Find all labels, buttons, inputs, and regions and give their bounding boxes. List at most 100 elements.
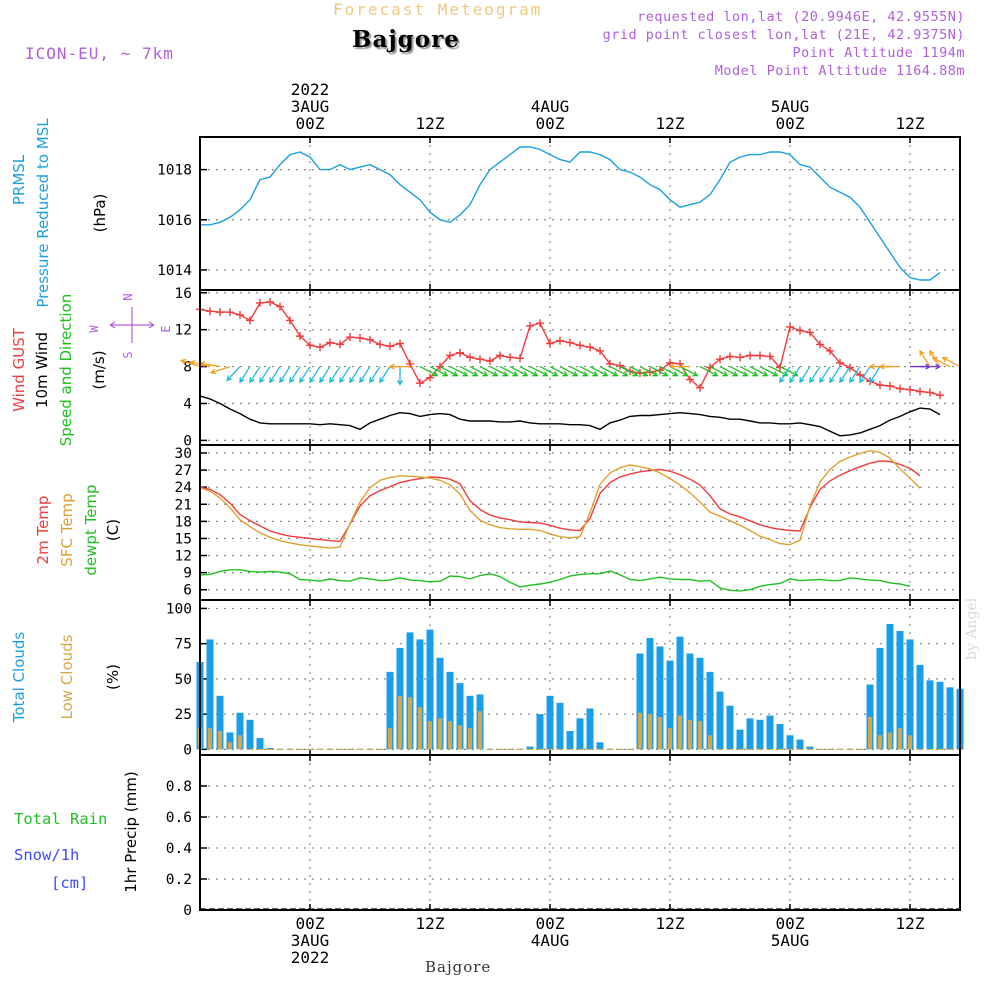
cloud-bar-zero bbox=[366, 748, 374, 750]
series-line-prmsl bbox=[200, 146, 941, 281]
wind-direction-arrow bbox=[719, 366, 739, 377]
wind-arrow-head bbox=[772, 371, 779, 377]
wind-direction-arrow bbox=[329, 366, 341, 384]
y-tick-label: 0.2 bbox=[166, 872, 192, 888]
wind-direction-arrow bbox=[679, 366, 699, 377]
panel-axis-label: (%) bbox=[104, 664, 122, 690]
wind-arrow-shaft bbox=[789, 366, 801, 383]
wind-direction-arrow bbox=[519, 366, 539, 377]
wind-arrow-head bbox=[512, 371, 519, 377]
panel-frame bbox=[199, 136, 961, 291]
total-cloud-bar bbox=[446, 671, 454, 750]
wind-arrow-shaft bbox=[181, 359, 201, 368]
wind-arrow-head bbox=[602, 371, 609, 377]
cloud-bar-zero bbox=[506, 748, 514, 750]
y-tick-label: 30 bbox=[175, 446, 192, 462]
wind-direction-arrow bbox=[799, 366, 811, 384]
wind-direction-arrow bbox=[489, 366, 509, 377]
cloud-bar-zero bbox=[596, 748, 604, 750]
y-tick-label: 0.4 bbox=[166, 841, 192, 857]
cloud-bar-zero bbox=[496, 748, 504, 750]
total-cloud-bar bbox=[386, 671, 394, 750]
bottom-time-tick-label: 2022 bbox=[291, 948, 330, 967]
total-cloud-bar bbox=[656, 646, 664, 750]
wind-direction-arrow bbox=[226, 366, 241, 382]
wind-arrow-head bbox=[397, 379, 403, 386]
wind-direction-arrow bbox=[459, 366, 479, 377]
wind-arrow-head bbox=[552, 371, 559, 377]
wind-arrow-shaft bbox=[200, 362, 221, 368]
requested-coords: requested lon,lat (20.9946E, 42.9555N) bbox=[637, 9, 965, 25]
gust-marker bbox=[346, 333, 354, 342]
wind-arrow-head bbox=[442, 371, 449, 377]
cloud-bar-zero bbox=[916, 748, 924, 750]
cloud-bar-zero bbox=[566, 748, 574, 750]
gust-marker bbox=[226, 308, 234, 317]
wind-arrow-head bbox=[819, 377, 825, 384]
wind-arrow-head bbox=[319, 377, 325, 384]
panel-axis-label: 10m Wind bbox=[33, 332, 51, 408]
total-cloud-bar bbox=[466, 695, 474, 750]
wind-direction-arrow bbox=[869, 366, 881, 384]
wind-direction-arrow bbox=[789, 366, 801, 384]
low-cloud-bar bbox=[208, 728, 212, 750]
wind-arrow-head bbox=[379, 377, 385, 384]
wind-arrow-head bbox=[472, 371, 479, 377]
total-cloud-bar bbox=[686, 653, 694, 750]
gust-marker bbox=[826, 346, 834, 355]
total-cloud-bar bbox=[456, 683, 464, 750]
y-tick-label: 0 bbox=[183, 742, 192, 758]
wind-arrow-head bbox=[941, 356, 948, 363]
y-tick-label: 12 bbox=[175, 549, 192, 565]
gust-marker bbox=[326, 338, 334, 347]
wind-direction-arrow bbox=[439, 366, 459, 377]
cloud-bar-zero bbox=[316, 748, 324, 750]
wind-arrow-shaft bbox=[859, 366, 871, 383]
wind-direction-arrow bbox=[699, 366, 719, 377]
wind-arrow-shaft bbox=[629, 366, 648, 377]
wind-arrow-head bbox=[762, 371, 769, 377]
cloud-bar-zero bbox=[266, 748, 274, 750]
y-tick-label: 21 bbox=[175, 497, 192, 513]
cloud-bar-zero bbox=[286, 748, 294, 750]
wind-arrow-head bbox=[329, 377, 335, 384]
wind-direction-arrow bbox=[759, 366, 779, 377]
wind-arrow-shaft bbox=[819, 366, 831, 383]
panel-frame bbox=[199, 754, 961, 911]
cloud-bar-zero bbox=[526, 748, 534, 750]
total-cloud-bar bbox=[576, 718, 584, 750]
top-time-tick-label: 00Z bbox=[776, 114, 805, 133]
wind-arrow-head bbox=[259, 377, 265, 384]
wind-arrow-shaft bbox=[211, 365, 231, 374]
cloud-bar-zero bbox=[756, 748, 764, 750]
gust-marker bbox=[666, 358, 674, 367]
cloud-bar-zero bbox=[936, 748, 944, 750]
total-cloud-bar bbox=[646, 638, 654, 750]
wind-arrow-head bbox=[632, 371, 639, 377]
y-tick-label: 0.6 bbox=[166, 810, 192, 826]
wind-arrow-head bbox=[712, 371, 719, 377]
wind-direction-arrow bbox=[629, 366, 649, 377]
wind-arrow-shaft bbox=[679, 366, 698, 377]
gust-marker bbox=[216, 308, 224, 317]
wind-arrow-head bbox=[452, 371, 459, 377]
gust-marker bbox=[376, 340, 384, 349]
low-cloud-bar bbox=[638, 712, 642, 750]
wind-arrow-shaft bbox=[329, 366, 341, 383]
wind-arrow-shaft bbox=[459, 366, 478, 377]
wind-arrow-shaft bbox=[339, 366, 351, 383]
total-cloud-bar bbox=[796, 739, 804, 750]
panel-frame bbox=[199, 444, 961, 601]
gust-marker bbox=[716, 355, 724, 364]
wind-arrow-shaft bbox=[279, 366, 291, 383]
low-cloud-bar bbox=[448, 721, 452, 750]
gust-marker bbox=[616, 361, 624, 370]
wind-arrow-shaft bbox=[942, 357, 961, 368]
top-time-tick-label: 12Z bbox=[896, 114, 925, 133]
gust-marker bbox=[506, 353, 514, 362]
wind-direction-arrow bbox=[749, 366, 769, 377]
bottom-time-tick-label: 5AUG bbox=[771, 931, 810, 950]
cloud-bar-zero bbox=[546, 748, 554, 750]
